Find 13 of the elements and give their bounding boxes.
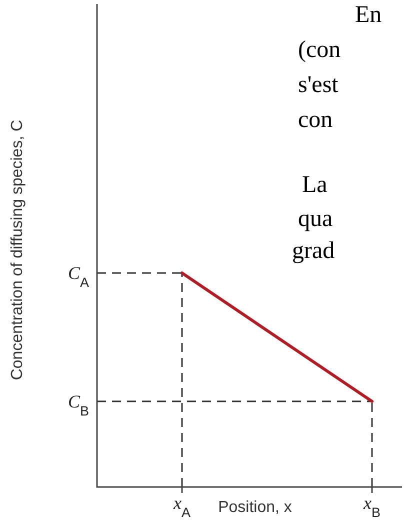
text: s'est (298, 72, 339, 98)
text: qua (298, 206, 333, 232)
x-tick-label: x$_{B}$ (362, 493, 381, 520)
text: grad (292, 238, 335, 264)
x-axis-title: Position, x (218, 499, 292, 516)
ref-line-label: C$_{B}$ (68, 391, 89, 418)
text: (con (298, 37, 341, 63)
text: con (298, 107, 333, 133)
y-axis-title: Concentration of diffusing species, C (9, 120, 26, 380)
text: En (355, 2, 382, 28)
text: La (302, 172, 328, 198)
x-tick-label: x$_{A}$ (172, 493, 191, 520)
ref-line-label: C$_{A}$ (68, 263, 89, 290)
